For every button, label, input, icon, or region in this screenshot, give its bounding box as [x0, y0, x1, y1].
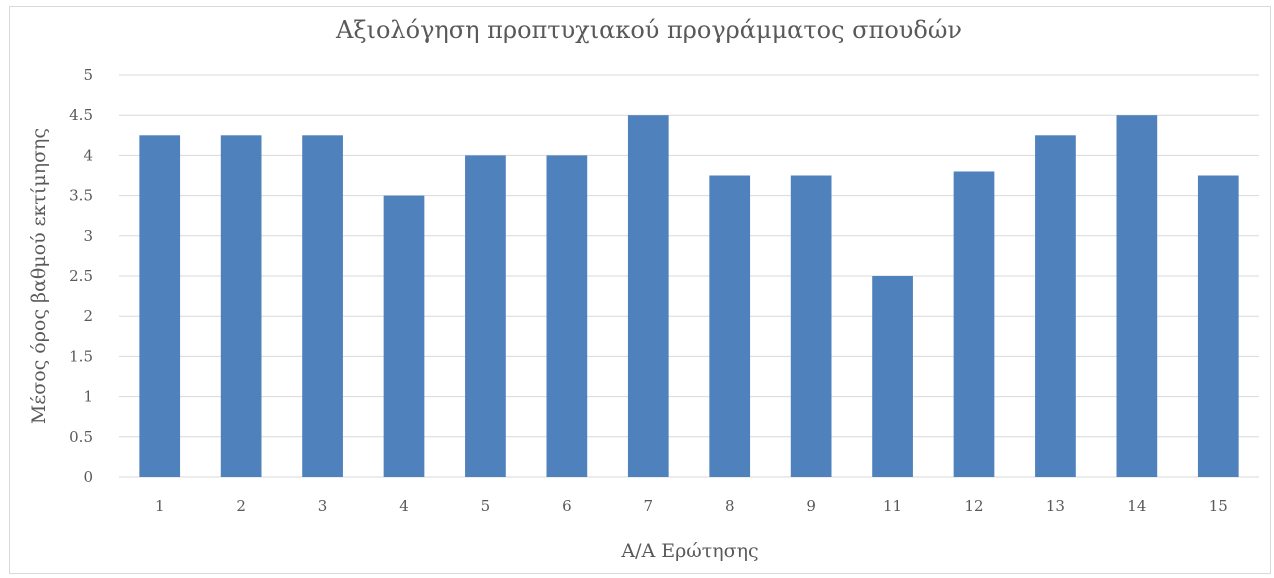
gridlines: [119, 74, 1259, 478]
y-axis-title: Μέσος όρος βαθμού εκτίμησης: [28, 128, 50, 424]
y-tick-label: 4.5: [69, 106, 93, 124]
bar-12: [953, 171, 995, 478]
y-tick-label: 5: [83, 66, 93, 84]
bars: [139, 115, 1239, 478]
chart-title: Αξιολόγηση προπτυχιακού προγράμματος σπο…: [335, 16, 962, 44]
x-tick-label: 9: [806, 497, 816, 515]
bar-15: [1197, 175, 1239, 477]
x-tick-label: 11: [883, 497, 902, 515]
bar-2: [220, 135, 262, 478]
x-tick-label: 7: [644, 497, 654, 515]
x-tick-label: 5: [481, 497, 491, 515]
y-tick-label: 2: [83, 307, 93, 325]
bar-14: [1116, 115, 1158, 477]
y-tick-label: 1: [83, 388, 93, 406]
y-tick-label: 0.5: [69, 428, 93, 446]
y-tick-label: 0: [83, 468, 93, 486]
bar-1: [139, 135, 181, 478]
bar-8: [709, 175, 751, 477]
x-tick-label: 3: [318, 497, 328, 515]
y-tick-label: 4: [83, 146, 93, 164]
x-tick-label: 12: [964, 497, 983, 515]
y-tick-label: 3.5: [69, 187, 93, 205]
x-axis-title: Α/Α Ερώτησης: [620, 540, 758, 562]
x-tick-label: 13: [1046, 497, 1065, 515]
y-axis-tick-labels: 0 0.5 1 1.5 2 2.5 3 3.5 4 4.5 5: [69, 66, 93, 486]
bar-9: [790, 175, 832, 477]
bar-5: [465, 155, 506, 477]
x-tick-label: 14: [1127, 497, 1146, 515]
bar-7: [627, 115, 669, 477]
y-tick-label: 2.5: [69, 267, 93, 285]
x-tick-label: 6: [562, 497, 572, 515]
bar-4: [383, 195, 425, 477]
x-axis-tick-labels: 1 2 3 4 5 6 7 8 9 11 12 13 14 15: [155, 497, 1228, 515]
x-tick-label: 4: [399, 497, 409, 515]
y-tick-label: 1.5: [69, 347, 93, 365]
y-tick-label: 3: [83, 227, 93, 245]
bar-11: [872, 276, 913, 477]
bar-13: [1035, 135, 1076, 478]
x-tick-label: 1: [155, 497, 165, 515]
bar-6: [546, 155, 588, 477]
x-tick-label: 2: [236, 497, 246, 515]
x-tick-label: 15: [1209, 497, 1228, 515]
x-tick-label: 8: [725, 497, 735, 515]
bar-3: [302, 135, 343, 478]
